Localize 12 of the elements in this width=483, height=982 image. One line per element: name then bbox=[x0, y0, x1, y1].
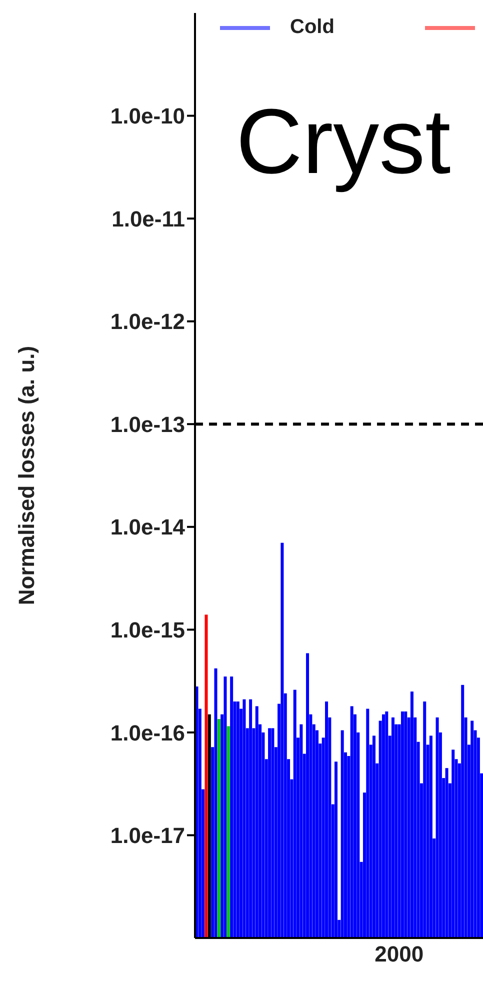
y-tick-label: 1.0e-16 bbox=[110, 720, 185, 746]
y-tick-label: 1.0e-12 bbox=[110, 309, 185, 334]
y-tick-label: 1.0e-15 bbox=[110, 617, 185, 642]
y-tick-label: 1.0e-14 bbox=[110, 514, 186, 540]
text: Cryst bbox=[236, 91, 451, 193]
legend-label: Cold bbox=[290, 16, 334, 39]
y-tick-label: 1.0e-10 bbox=[110, 104, 185, 129]
y-tick-label: 1.0e-13 bbox=[110, 412, 185, 437]
y-tick-label: 1.0e-11 bbox=[112, 206, 185, 232]
y-tick-label: 1.0e-17 bbox=[110, 823, 185, 848]
x-tick-label: 2000 bbox=[374, 942, 424, 967]
y-axis-title: Normalised losses (a. u.) bbox=[14, 346, 39, 606]
